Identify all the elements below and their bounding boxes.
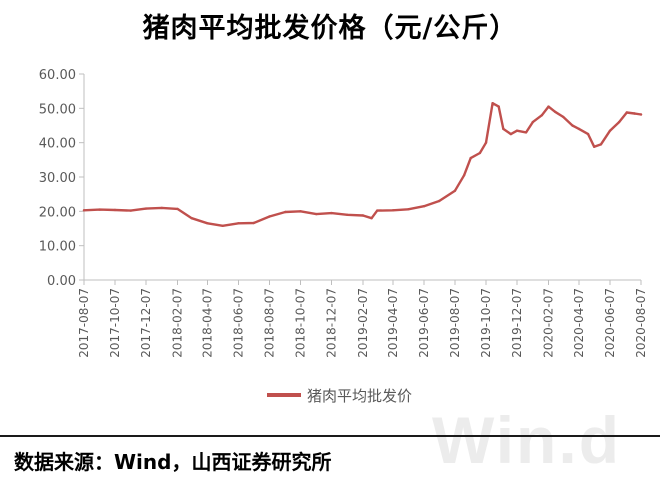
data-point — [237, 222, 240, 225]
data-point — [577, 127, 581, 131]
y-tick-label: 50.00 — [39, 102, 76, 117]
data-point — [571, 124, 574, 127]
data-point — [497, 105, 500, 108]
x-tick-label: 2020-06-07 — [603, 288, 617, 358]
x-tick-label: 2018-08-07 — [262, 288, 276, 358]
x-tick-label: 2018-06-07 — [231, 288, 245, 358]
data-point — [599, 143, 603, 146]
x-tick-label: 2017-10-07 — [108, 288, 122, 358]
data-point — [478, 151, 482, 155]
data-point — [438, 199, 441, 203]
x-tick-label: 2020-08-07 — [634, 288, 648, 358]
y-tick-label: 40.00 — [39, 137, 76, 152]
y-tick-label: 30.00 — [39, 171, 76, 186]
wind-watermark: Win.d — [432, 403, 622, 477]
data-point — [553, 110, 557, 114]
x-tick-label: 2020-02-07 — [542, 288, 556, 358]
data-point — [462, 174, 466, 177]
data-point — [160, 206, 163, 210]
x-tick-label: 2019-10-07 — [479, 288, 493, 358]
data-point — [190, 217, 193, 220]
x-tick-label: 2019-06-07 — [417, 288, 431, 358]
x-tick-label: 2020-04-07 — [572, 288, 586, 358]
x-tick-label: 2019-08-07 — [448, 288, 462, 358]
data-point — [361, 214, 365, 217]
data-point — [593, 145, 596, 148]
x-tick-label: 2018-12-07 — [324, 288, 338, 358]
x-tick-label: 2018-10-07 — [293, 288, 307, 358]
data-point — [617, 120, 621, 124]
data-point — [176, 207, 179, 211]
y-tick-label: 20.00 — [39, 205, 76, 220]
y-axis: 0.00 10.00 20.00 30.00 40.00 50.00 60.00 — [39, 68, 85, 289]
data-point — [625, 111, 628, 114]
x-tick-label: 2018-04-07 — [200, 288, 214, 358]
series-layer — [82, 101, 643, 228]
data-point — [330, 211, 333, 215]
data-point — [221, 224, 224, 227]
source-note: 数据来源：Wind，山西证券研究所 — [14, 450, 332, 474]
source-divider — [0, 435, 660, 437]
data-point — [98, 208, 102, 211]
data-point — [284, 210, 287, 214]
data-point — [315, 212, 318, 216]
line-chart: 0.00 10.00 20.00 30.00 40.00 50.00 60.00 2017-… — [39, 68, 648, 405]
data-point — [453, 189, 457, 192]
data-point — [608, 129, 612, 132]
chart-title: 猪肉平均批发价格（元/公斤） — [142, 13, 518, 44]
data-point — [129, 209, 132, 212]
data-point — [502, 127, 505, 131]
data-point — [484, 141, 488, 144]
data-point — [562, 115, 565, 119]
data-point — [531, 120, 534, 124]
data-point — [547, 105, 550, 108]
data-point — [524, 131, 528, 134]
x-tick-label: 2019-12-07 — [510, 288, 524, 358]
x-tick-label: 2017-08-07 — [77, 288, 91, 358]
data-point — [633, 112, 636, 115]
data-point — [376, 209, 379, 212]
x-tick-label: 2019-02-07 — [356, 288, 370, 358]
data-point — [469, 156, 472, 160]
data-point — [299, 210, 302, 213]
legend: 猪肉平均批发价 — [267, 387, 412, 405]
x-tick-label: 2019-04-07 — [386, 288, 400, 358]
data-point — [491, 102, 494, 105]
series-line — [82, 101, 643, 228]
y-tick-label: 0.00 — [47, 274, 76, 289]
data-point — [370, 217, 373, 220]
y-tick-label: 60.00 — [39, 68, 76, 83]
data-point — [268, 215, 271, 218]
x-axis: 2017-08-07 2017-10-07 2017-12-07 2018-02-07… — [77, 279, 648, 358]
x-tick-label: 2018-02-07 — [171, 288, 185, 358]
data-point — [144, 207, 148, 210]
data-point — [113, 208, 117, 212]
x-tick-label: 2017-12-07 — [139, 288, 153, 358]
data-point — [407, 208, 410, 211]
data-point — [540, 114, 544, 117]
data-point — [346, 213, 349, 216]
data-point — [509, 132, 513, 136]
y-tick-label: 10.00 — [39, 240, 76, 255]
data-point — [586, 132, 590, 136]
data-point — [391, 209, 395, 212]
data-point — [82, 209, 86, 212]
data-point — [252, 221, 255, 225]
data-point — [515, 129, 519, 132]
data-point — [206, 222, 209, 225]
legend-label: 猪肉平均批发价 — [307, 387, 412, 405]
data-point — [639, 113, 643, 116]
data-point — [422, 205, 426, 208]
